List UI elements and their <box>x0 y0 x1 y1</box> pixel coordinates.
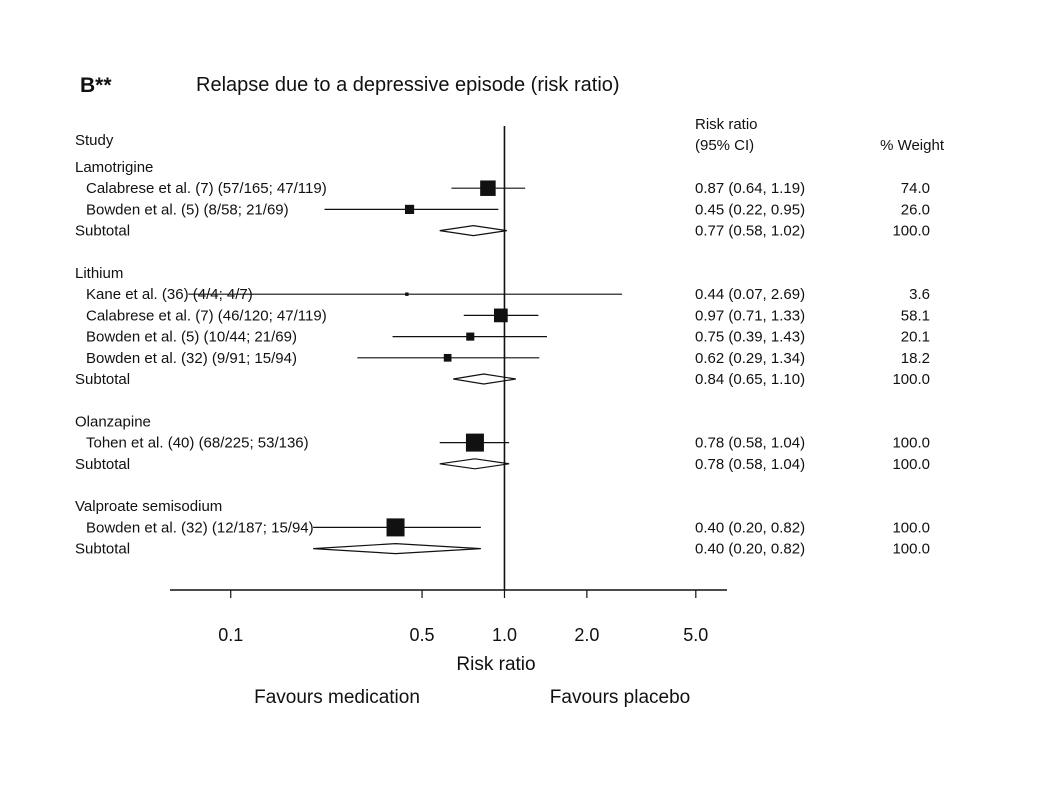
subtotal-weight: 100.0 <box>892 223 930 240</box>
study-weight: 18.2 <box>901 350 930 367</box>
subtotal-diamond <box>439 458 510 470</box>
subtotal-weight: 100.0 <box>892 456 930 473</box>
study-ci-text: 0.87 (0.64, 1.19) <box>695 180 805 197</box>
favours-medication-label: Favours medication <box>254 687 420 708</box>
x-tick-label: 2.0 <box>574 625 599 645</box>
study-weight: 20.1 <box>901 329 930 346</box>
x-tick-label: 1.0 <box>492 625 517 645</box>
study-label: Calabrese et al. (7) (57/165; 47/119) <box>86 180 327 197</box>
subtotal-ci-text: 0.40 (0.20, 0.82) <box>695 541 805 558</box>
group-label: Lithium <box>75 265 123 282</box>
study-label: Kane et al. (36) (4/4; 4/7) <box>86 286 253 303</box>
subtotal-label: Subtotal <box>75 371 130 388</box>
subtotal-diamond <box>439 224 507 237</box>
x-axis-label: Risk ratio <box>456 654 535 675</box>
x-tick-label: 0.1 <box>218 625 243 645</box>
study-point-estimate <box>493 308 508 323</box>
study-weight: 26.0 <box>901 201 930 218</box>
group-label: Valproate semisodium <box>75 498 222 515</box>
subtotal-label: Subtotal <box>75 541 130 558</box>
subtotal-ci-text: 0.78 (0.58, 1.04) <box>695 456 805 473</box>
group-label: Olanzapine <box>75 413 151 430</box>
study-label: Bowden et al. (32) (9/91; 15/94) <box>86 350 297 367</box>
study-point-estimate <box>466 332 475 341</box>
subtotal-ci-text: 0.77 (0.58, 1.02) <box>695 223 805 240</box>
subtotal-weight: 100.0 <box>892 371 930 388</box>
study-point-estimate <box>480 180 496 196</box>
study-point-estimate <box>404 204 415 214</box>
group-label: Lamotrigine <box>75 159 153 176</box>
study-point-estimate <box>386 518 405 537</box>
x-tick-label: 5.0 <box>683 625 708 645</box>
study-label: Calabrese et al. (7) (46/120; 47/119) <box>86 307 327 324</box>
study-ci-text: 0.45 (0.22, 0.95) <box>695 201 805 218</box>
subtotal-label: Subtotal <box>75 223 130 240</box>
study-label: Bowden et al. (5) (10/44; 21/69) <box>86 329 297 346</box>
study-point-estimate <box>443 353 452 362</box>
subtotal-diamond <box>453 373 516 385</box>
weight-column-header: % Weight <box>880 137 945 154</box>
study-weight: 3.6 <box>909 286 930 303</box>
favours-placebo-label: Favours placebo <box>550 687 690 708</box>
study-ci-text: 0.62 (0.29, 1.34) <box>695 350 805 367</box>
study-label: Tohen et al. (40) (68/225; 53/136) <box>86 435 309 452</box>
subtotal-label: Subtotal <box>75 456 130 473</box>
study-weight: 74.0 <box>901 180 930 197</box>
study-label: Bowden et al. (5) (8/58; 21/69) <box>86 201 289 218</box>
study-label: Bowden et al. (32) (12/187; 15/94) <box>86 519 314 536</box>
study-weight: 58.1 <box>901 307 930 324</box>
subtotal-ci-text: 0.84 (0.65, 1.10) <box>695 371 805 388</box>
study-point-estimate <box>465 433 484 452</box>
ci-column-header: (95% CI) <box>695 137 754 154</box>
study-weight: 100.0 <box>892 435 930 452</box>
study-ci-text: 0.44 (0.07, 2.69) <box>695 286 805 303</box>
chart-title: Relapse due to a depressive episode (ris… <box>196 74 620 96</box>
subtotal-diamond <box>313 542 481 555</box>
subtotal-weight: 100.0 <box>892 541 930 558</box>
study-point-estimate <box>405 292 409 296</box>
forest-rows: Lamotrigine Calabrese et al. (7) (57/165;… <box>75 159 930 558</box>
study-ci-text: 0.97 (0.71, 1.33) <box>695 307 805 324</box>
risk-ratio-column-header: Risk ratio <box>695 116 758 133</box>
study-ci-text: 0.75 (0.39, 1.43) <box>695 329 805 346</box>
x-axis: 0.1 0.5 1.0 2.0 5.0 <box>170 126 727 645</box>
panel-label: B** <box>80 74 112 97</box>
study-column-header: Study <box>75 132 114 149</box>
study-ci-text: 0.78 (0.58, 1.04) <box>695 435 805 452</box>
study-weight: 100.0 <box>892 519 930 536</box>
study-ci-text: 0.40 (0.20, 0.82) <box>695 519 805 536</box>
x-tick-label: 0.5 <box>410 625 435 645</box>
